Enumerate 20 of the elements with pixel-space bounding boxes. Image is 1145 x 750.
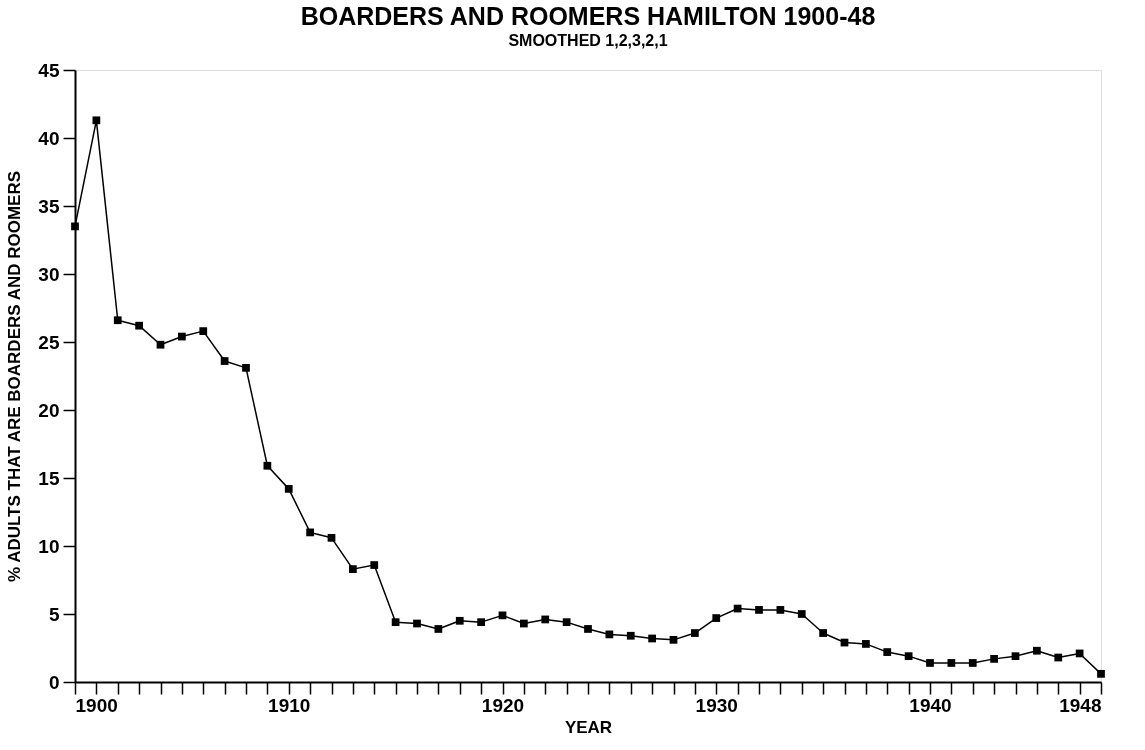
y-tick-label: 20 [38,399,60,421]
x-tick-label: 1920 [481,694,525,716]
x-tick-label: 1900 [75,694,118,716]
y-tick-label: 35 [38,195,60,217]
x-tick-label: 1910 [268,694,311,716]
y-axis-title: % ADULTS THAT ARE BOARDERS AND ROOMERS [5,170,25,583]
chart-title: BOARDERS AND ROOMERS HAMILTON 1900-48 [300,2,876,30]
y-tick-label: 0 [48,671,60,693]
x-tick-label: 1948 [1059,694,1102,716]
chart-subtitle: SMOOTHED 1,2,3,2,1 [508,32,668,49]
y-tick-label: 40 [38,127,60,149]
x-tick-label: 1930 [695,694,738,716]
x-tick-label: 1940 [909,694,952,716]
x-axis-title: YEAR [564,717,613,737]
y-tick-label: 15 [38,467,60,489]
y-tick-label: 10 [38,535,60,557]
y-tick-label: 5 [48,603,60,625]
y-tick-label: 25 [38,331,60,353]
y-tick-label: 30 [38,263,60,285]
y-tick-label: 45 [38,59,60,81]
